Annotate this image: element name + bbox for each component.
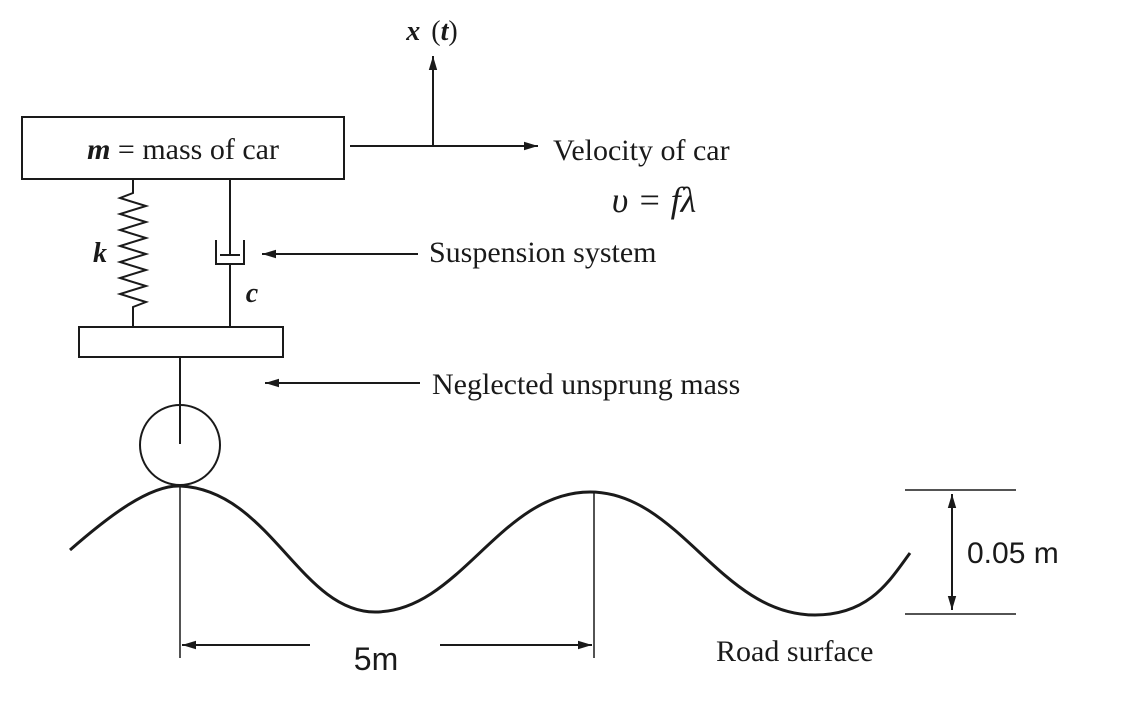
mass-label: m = mass of car xyxy=(87,133,279,166)
spring xyxy=(116,179,150,327)
road-surface-label: Road surface xyxy=(716,635,873,668)
velocity-formula: υ = fλ xyxy=(612,180,696,220)
suspension-label: Suspension system xyxy=(429,236,657,269)
amplitude-label: 0.05 m xyxy=(967,537,1059,570)
axle-plate xyxy=(78,326,284,358)
velocity-label: Velocity of car xyxy=(553,134,730,167)
car-mass-box xyxy=(21,116,345,180)
displacement-label: x (t) xyxy=(405,16,457,47)
damping-constant-label: c xyxy=(246,278,259,309)
unsprung-mass-label: Neglected unsprung mass xyxy=(432,368,740,401)
road-surface-curve xyxy=(69,484,912,617)
wavelength-label: 5m xyxy=(354,641,398,677)
spring-constant-label: k xyxy=(93,238,107,269)
